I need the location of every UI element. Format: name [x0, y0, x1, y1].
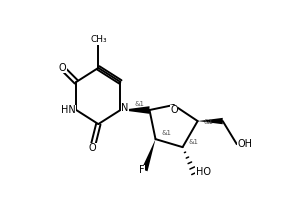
Text: OH: OH — [238, 139, 253, 149]
Text: &1: &1 — [161, 130, 171, 137]
Polygon shape — [198, 118, 223, 124]
Text: F: F — [139, 165, 144, 175]
Text: &1: &1 — [135, 101, 144, 107]
Text: HO: HO — [196, 167, 210, 177]
Text: O: O — [170, 105, 178, 115]
Text: O: O — [58, 63, 66, 73]
Text: &1: &1 — [188, 139, 198, 144]
Polygon shape — [120, 106, 150, 114]
Polygon shape — [141, 139, 155, 171]
Text: HN: HN — [60, 105, 75, 115]
Text: &1: &1 — [203, 119, 213, 125]
Text: O: O — [89, 143, 96, 153]
Text: N: N — [121, 103, 129, 113]
Text: CH₃: CH₃ — [90, 35, 107, 44]
